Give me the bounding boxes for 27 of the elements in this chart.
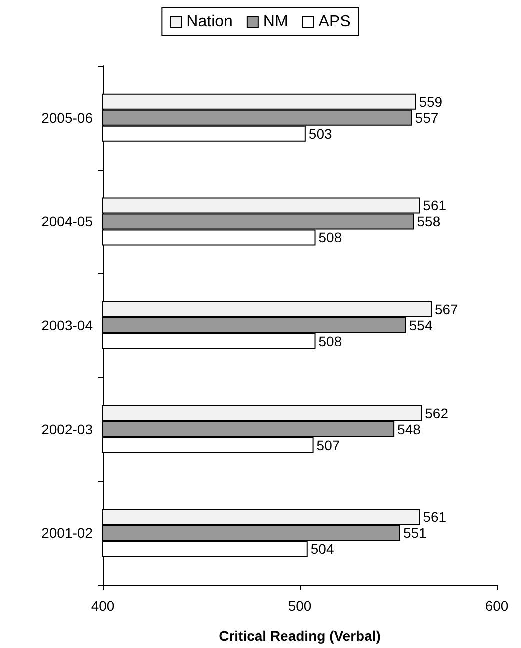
data-label: 567 xyxy=(434,302,459,318)
y-tick-label: 2001-02 xyxy=(42,525,94,542)
x-tick-label: 500 xyxy=(288,598,312,614)
y-tick-label: 2005-06 xyxy=(42,110,94,126)
x-axis-title: Critical Reading (Verbal) xyxy=(219,628,381,644)
y-tick-label: 2002-03 xyxy=(42,421,94,438)
y-tick-label: 2003-04 xyxy=(42,318,94,334)
data-label: 503 xyxy=(308,126,332,142)
data-label: 558 xyxy=(417,214,441,230)
data-label: 551 xyxy=(403,525,428,542)
data-label: 548 xyxy=(398,421,422,438)
data-label: 504 xyxy=(310,541,334,558)
legend-label: Nation xyxy=(186,14,233,30)
data-label: 507 xyxy=(316,437,340,454)
x-tick-label: 600 xyxy=(485,598,509,614)
data-label: 559 xyxy=(419,94,443,110)
legend-label: NM xyxy=(263,14,288,30)
data-label: 561 xyxy=(423,509,447,526)
data-label: 508 xyxy=(318,230,342,246)
data-label: 561 xyxy=(423,198,447,214)
y-tick-label: 2004-05 xyxy=(42,214,94,230)
legend-label: APS xyxy=(318,14,351,30)
data-label: 508 xyxy=(318,334,342,350)
data-label: 554 xyxy=(409,318,433,334)
data-label: 557 xyxy=(415,110,439,126)
x-tick-label: 400 xyxy=(91,598,115,614)
data-label: 562 xyxy=(425,405,449,422)
